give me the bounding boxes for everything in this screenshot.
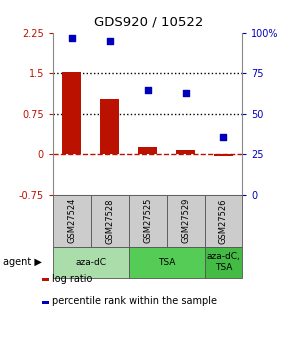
Bar xyxy=(205,247,242,278)
Point xyxy=(70,35,75,40)
Text: GSM27524: GSM27524 xyxy=(68,198,76,244)
Bar xyxy=(167,195,205,247)
Point xyxy=(221,134,226,139)
Point xyxy=(183,90,188,96)
Text: log ratio: log ratio xyxy=(52,274,92,284)
Bar xyxy=(91,195,129,247)
Text: agent ▶: agent ▶ xyxy=(3,257,42,267)
Text: TSA: TSA xyxy=(158,258,175,267)
Point xyxy=(145,87,150,92)
Text: aza-dC: aza-dC xyxy=(75,258,106,267)
Text: GSM27528: GSM27528 xyxy=(105,198,114,244)
Text: GDS920 / 10522: GDS920 / 10522 xyxy=(94,16,203,29)
Bar xyxy=(129,195,167,247)
Bar xyxy=(100,99,119,155)
Text: aza-dC,
TSA: aza-dC, TSA xyxy=(207,253,240,272)
Text: percentile rank within the sample: percentile rank within the sample xyxy=(52,296,217,306)
Point xyxy=(108,38,112,43)
Bar xyxy=(138,147,157,155)
Bar xyxy=(62,72,82,155)
Bar xyxy=(53,195,91,247)
Text: GSM27525: GSM27525 xyxy=(143,198,152,244)
Bar xyxy=(53,247,129,278)
Bar xyxy=(214,155,233,156)
Bar xyxy=(176,150,195,155)
Bar xyxy=(129,247,205,278)
Bar xyxy=(205,195,242,247)
Text: GSM27526: GSM27526 xyxy=(219,198,228,244)
Text: GSM27529: GSM27529 xyxy=(181,198,190,244)
